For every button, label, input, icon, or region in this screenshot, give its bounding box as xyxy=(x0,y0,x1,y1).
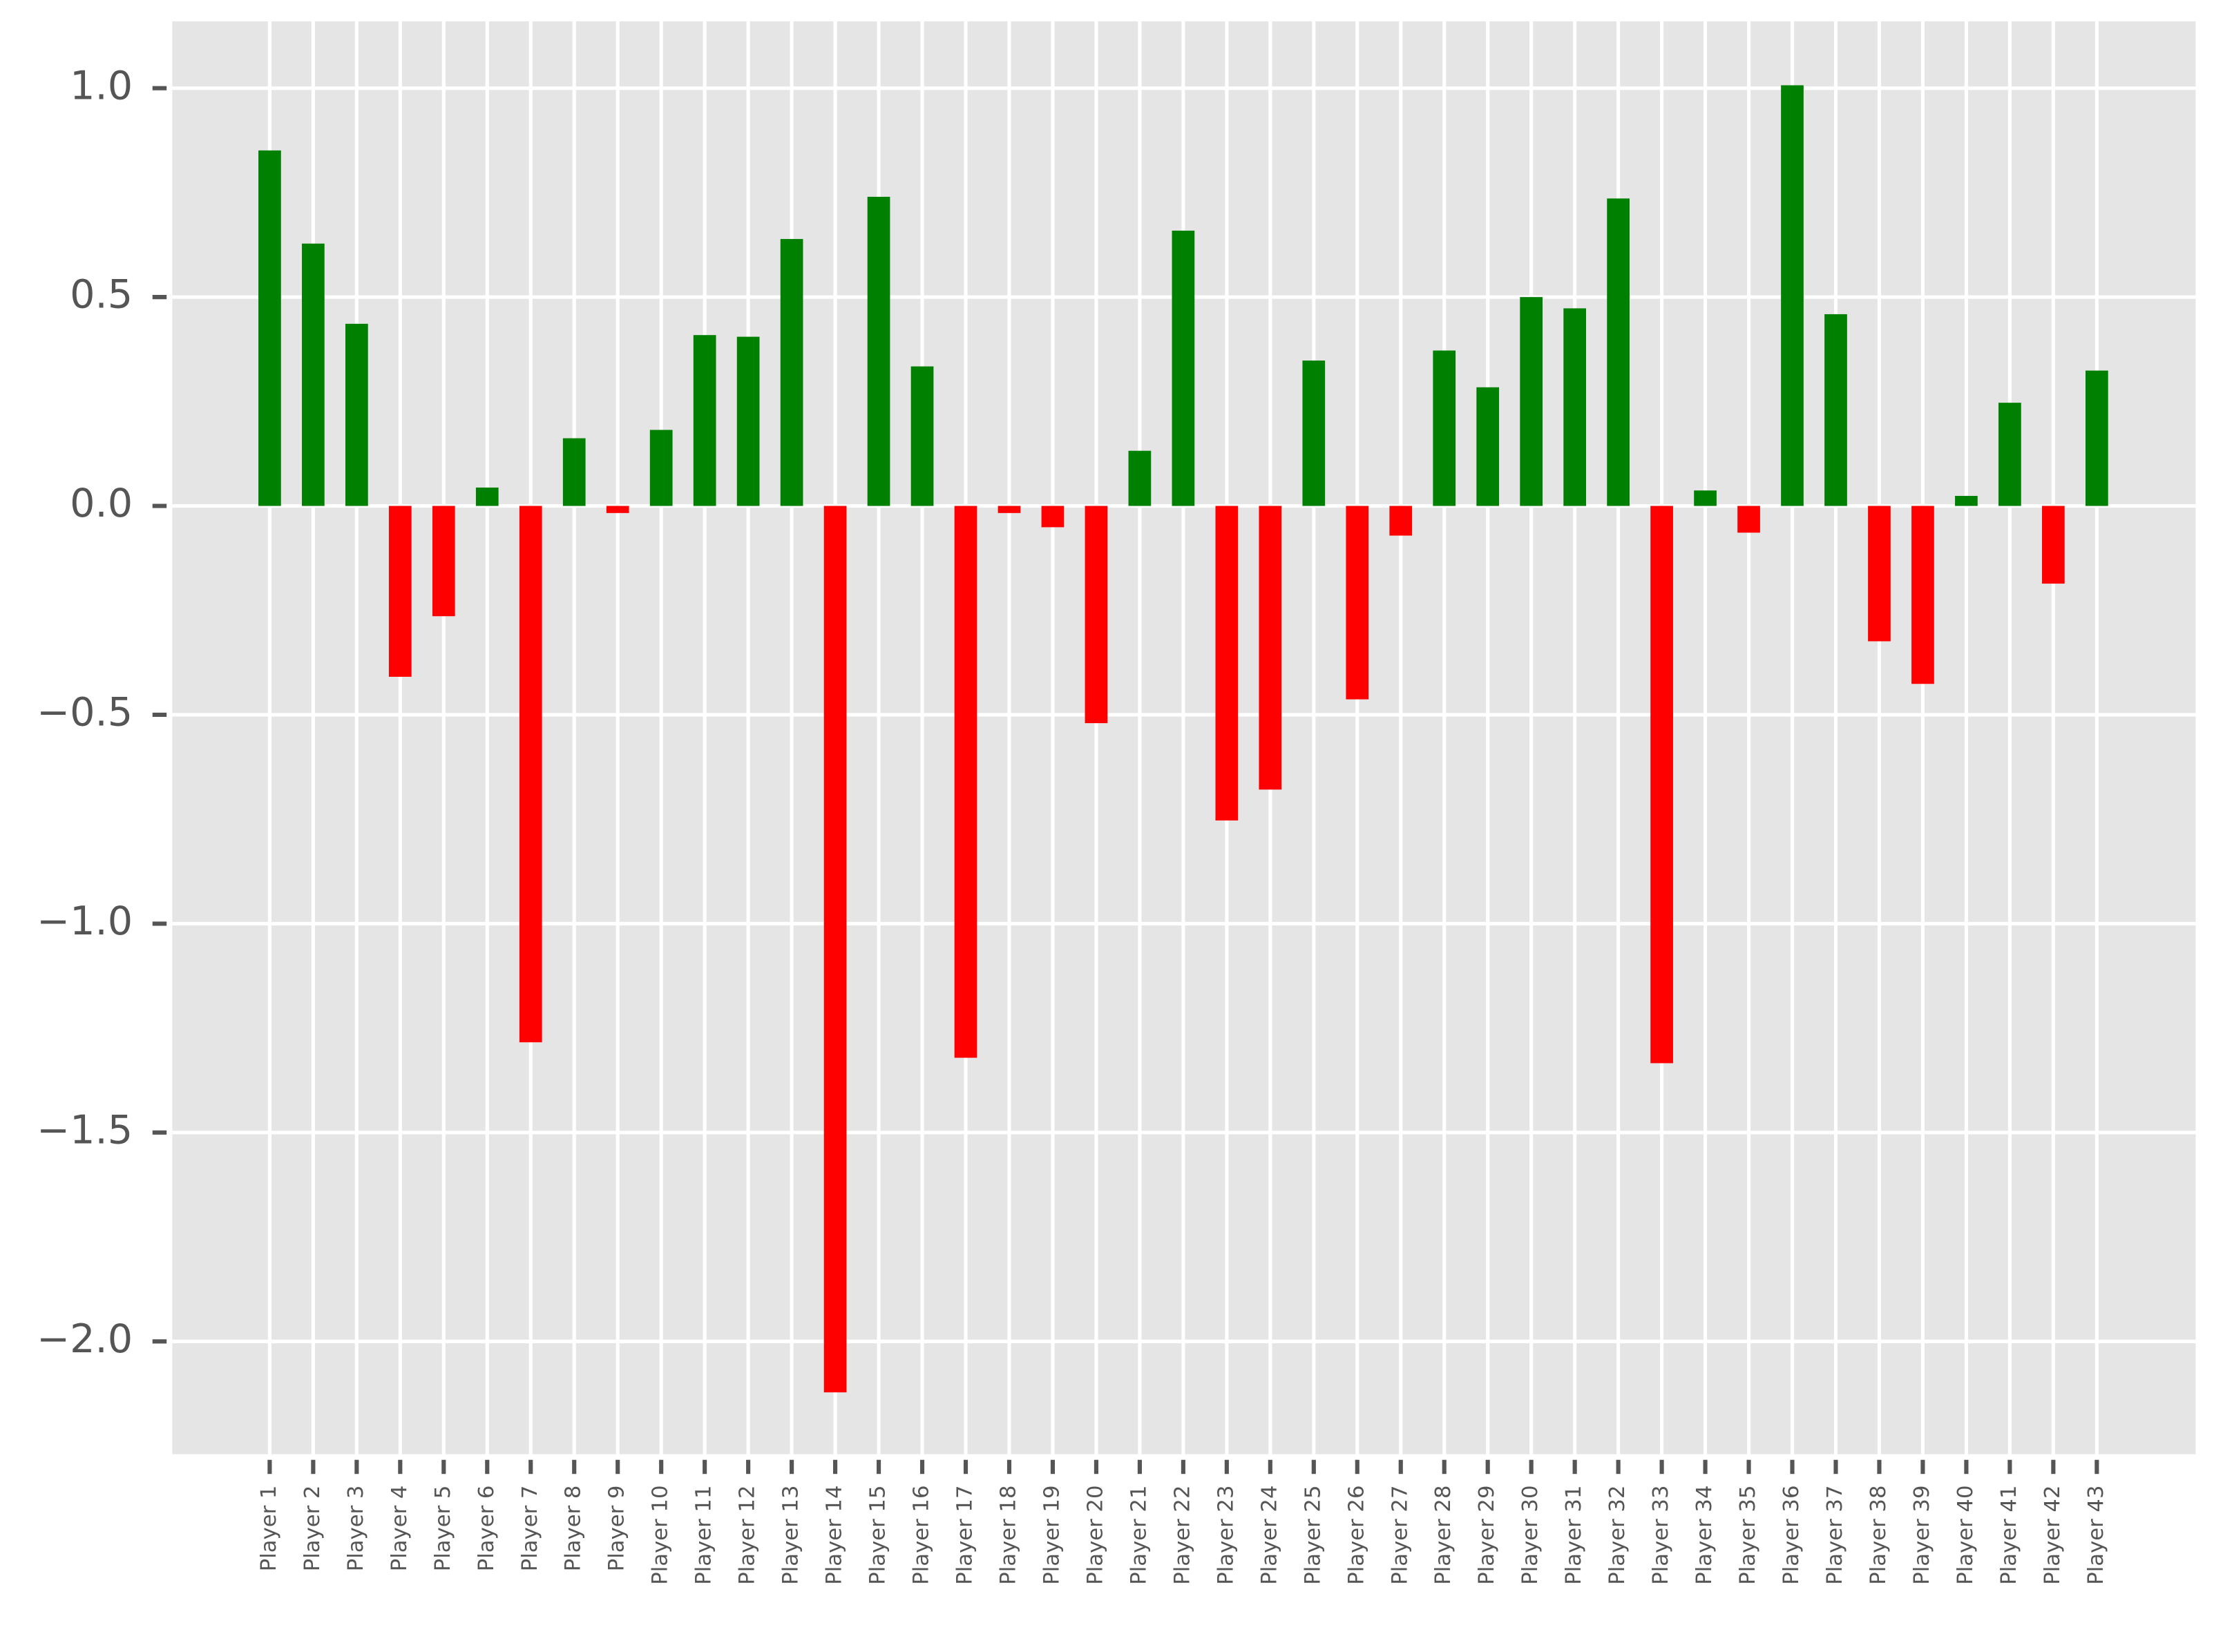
bar xyxy=(1128,450,1152,506)
x-tick-label: Player 26 xyxy=(1344,1486,1368,1585)
x-tick-label: Player 42 xyxy=(2041,1486,2065,1585)
x-tick-label: Player 19 xyxy=(1040,1486,1064,1585)
y-tick-label: −0.5 xyxy=(37,690,133,736)
bar xyxy=(1737,506,1760,533)
bar xyxy=(1868,506,1891,642)
y-tick-label: −2.0 xyxy=(37,1316,133,1362)
bar xyxy=(1433,350,1456,506)
x-tick-label: Player 22 xyxy=(1170,1486,1194,1585)
bar xyxy=(562,438,586,506)
bar xyxy=(1781,85,1804,506)
x-tick-label: Player 10 xyxy=(649,1486,673,1585)
bar xyxy=(823,506,847,1393)
x-tick-label: Player 24 xyxy=(1257,1486,1281,1585)
bar xyxy=(1302,361,1326,506)
bar xyxy=(1476,387,1500,506)
x-tick-label: Player 16 xyxy=(910,1486,934,1585)
x-tick-label: Player 36 xyxy=(1779,1486,1804,1585)
x-tick-label: Player 13 xyxy=(779,1486,803,1585)
x-tick-label: Player 34 xyxy=(1692,1486,1717,1585)
x-tick-label: Player 2 xyxy=(300,1486,325,1572)
bar xyxy=(1085,506,1108,724)
x-tick-label: Player 11 xyxy=(692,1486,716,1585)
bar xyxy=(1650,506,1673,1064)
y-tick-label: −1.0 xyxy=(37,899,133,944)
bar xyxy=(388,506,412,677)
bar xyxy=(910,366,934,506)
x-tick-label: Player 7 xyxy=(518,1486,542,1572)
x-tick-label: Player 28 xyxy=(1431,1486,1456,1585)
x-tick-label: Player 32 xyxy=(1605,1486,1630,1585)
bar xyxy=(2042,506,2065,584)
bar xyxy=(432,506,455,617)
bar xyxy=(954,506,977,1058)
bar xyxy=(1389,506,1413,536)
bar xyxy=(649,430,673,506)
x-tick-label: Player 8 xyxy=(562,1486,586,1572)
bar xyxy=(693,335,716,506)
bar xyxy=(1172,230,1195,506)
bar xyxy=(867,196,890,506)
y-tick-label: −1.5 xyxy=(37,1107,133,1153)
x-tick-label: Player 38 xyxy=(1867,1486,1891,1585)
x-tick-label: Player 6 xyxy=(475,1486,499,1572)
x-tick-label: Player 39 xyxy=(1910,1486,1934,1585)
bar xyxy=(1824,314,1847,506)
bar xyxy=(1911,506,1934,684)
bar xyxy=(736,336,760,506)
x-tick-label: Player 15 xyxy=(866,1486,890,1585)
bar xyxy=(1520,297,1543,506)
bar xyxy=(345,323,368,506)
x-tick-label: Player 9 xyxy=(605,1486,629,1572)
bar xyxy=(258,150,281,506)
bar xyxy=(1563,308,1587,506)
x-tick-label: Player 41 xyxy=(1997,1486,2021,1585)
bar xyxy=(2085,370,2108,506)
x-tick-label: Player 23 xyxy=(1214,1486,1238,1585)
bar xyxy=(1998,403,2021,506)
bar xyxy=(475,487,499,506)
x-tick-label: Player 27 xyxy=(1388,1486,1412,1585)
bar xyxy=(1694,490,1717,506)
bar xyxy=(1955,496,1978,506)
y-tick-label: 1.0 xyxy=(70,63,133,108)
x-tick-label: Player 1 xyxy=(257,1486,281,1572)
bar xyxy=(1346,506,1369,700)
bar xyxy=(1259,506,1282,790)
bar xyxy=(519,506,542,1043)
x-tick-label: Player 21 xyxy=(1127,1486,1151,1585)
x-tick-label: Player 25 xyxy=(1301,1486,1325,1585)
x-tick-label: Player 40 xyxy=(1954,1486,1978,1585)
x-tick-label: Player 4 xyxy=(388,1486,412,1572)
bar xyxy=(1041,506,1065,528)
x-tick-label: Player 37 xyxy=(1823,1486,1847,1585)
bar xyxy=(998,506,1021,513)
x-tick-label: Player 12 xyxy=(736,1486,760,1585)
x-tick-label: Player 35 xyxy=(1736,1486,1760,1585)
y-tick-label: 0.5 xyxy=(70,272,133,318)
bar xyxy=(606,506,629,513)
bar xyxy=(1215,506,1239,821)
x-tick-label: Player 33 xyxy=(1649,1486,1673,1585)
x-tick-label: Player 20 xyxy=(1083,1486,1107,1585)
x-tick-label: Player 3 xyxy=(344,1486,368,1572)
x-tick-label: Player 43 xyxy=(2084,1486,2108,1585)
y-tick-label: 0.0 xyxy=(70,481,133,526)
x-tick-label: Player 31 xyxy=(1562,1486,1586,1585)
bar xyxy=(780,239,803,506)
x-tick-label: Player 18 xyxy=(996,1486,1020,1585)
x-tick-label: Player 17 xyxy=(953,1486,977,1585)
x-tick-label: Player 29 xyxy=(1475,1486,1499,1585)
bar xyxy=(302,243,325,506)
bar xyxy=(1607,198,1630,506)
x-tick-label: Player 14 xyxy=(823,1486,847,1585)
x-tick-label: Player 5 xyxy=(431,1486,455,1572)
x-tick-label: Player 30 xyxy=(1518,1486,1543,1585)
